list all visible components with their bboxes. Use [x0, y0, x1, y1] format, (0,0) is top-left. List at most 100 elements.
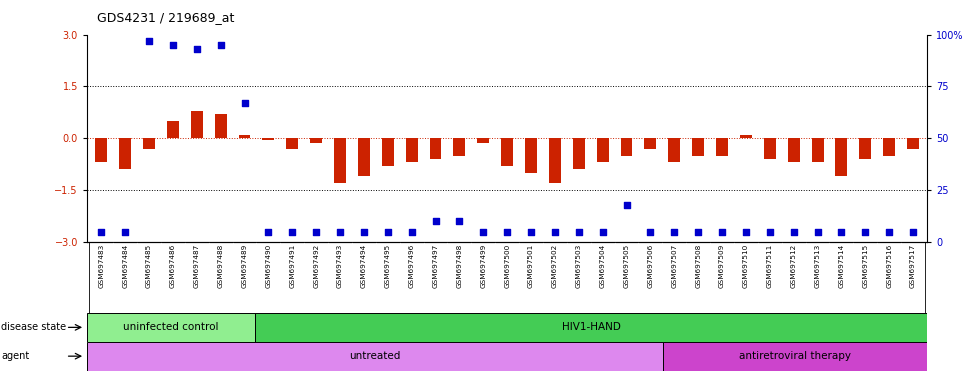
Text: HIV1-HAND: HIV1-HAND: [562, 322, 620, 333]
Text: GSM697499: GSM697499: [480, 244, 486, 288]
Text: GSM697486: GSM697486: [170, 244, 176, 288]
Bar: [787, 138, 800, 162]
Bar: [811, 138, 823, 162]
Text: GSM697485: GSM697485: [146, 244, 152, 288]
Bar: [453, 138, 466, 156]
Point: [524, 228, 539, 235]
Bar: [549, 138, 561, 183]
Point: [642, 228, 658, 235]
Text: GSM697513: GSM697513: [814, 244, 820, 288]
Point: [714, 228, 729, 235]
Point: [261, 228, 276, 235]
Text: GSM697508: GSM697508: [696, 244, 701, 288]
Point: [189, 46, 205, 52]
Text: uninfected control: uninfected control: [124, 322, 218, 333]
Text: GSM697509: GSM697509: [719, 244, 725, 288]
Text: GSM697503: GSM697503: [576, 244, 582, 288]
Point: [881, 228, 896, 235]
Bar: [664, 342, 927, 371]
Point: [141, 38, 156, 44]
Text: GSM697512: GSM697512: [790, 244, 797, 288]
Point: [834, 228, 849, 235]
Point: [475, 228, 491, 235]
Bar: [477, 138, 489, 144]
Bar: [883, 138, 895, 156]
Point: [547, 228, 562, 235]
Point: [332, 228, 348, 235]
Bar: [167, 121, 179, 138]
Text: GSM697505: GSM697505: [623, 244, 630, 288]
Text: GSM697500: GSM697500: [504, 244, 510, 288]
Bar: [693, 138, 704, 156]
Bar: [143, 138, 155, 149]
Text: GSM697516: GSM697516: [886, 244, 893, 288]
Bar: [286, 138, 298, 149]
Bar: [382, 138, 394, 166]
Bar: [644, 138, 656, 149]
Bar: [358, 138, 370, 176]
Text: untreated: untreated: [350, 351, 401, 361]
Bar: [263, 138, 274, 140]
Text: GSM697492: GSM697492: [313, 244, 319, 288]
Text: GSM697494: GSM697494: [361, 244, 367, 288]
Text: GSM697507: GSM697507: [671, 244, 677, 288]
Text: GSM697497: GSM697497: [433, 244, 439, 288]
Point: [738, 228, 753, 235]
Text: GSM697487: GSM697487: [194, 244, 200, 288]
Text: GSM697510: GSM697510: [743, 244, 749, 288]
Text: antiretroviral therapy: antiretroviral therapy: [739, 351, 851, 361]
Bar: [334, 138, 346, 183]
Point: [595, 228, 611, 235]
Text: GSM697491: GSM697491: [289, 244, 296, 288]
Bar: [501, 138, 513, 166]
Text: disease state: disease state: [1, 322, 66, 333]
Bar: [119, 138, 131, 169]
Text: GSM697514: GSM697514: [838, 244, 844, 288]
Bar: [668, 138, 680, 162]
Point: [691, 228, 706, 235]
Text: GSM697483: GSM697483: [99, 244, 104, 288]
Point: [308, 228, 324, 235]
Text: GSM697490: GSM697490: [266, 244, 271, 288]
Bar: [573, 138, 584, 169]
Text: GSM697501: GSM697501: [528, 244, 534, 288]
Bar: [239, 135, 250, 138]
Bar: [907, 138, 919, 149]
Point: [667, 228, 682, 235]
Point: [571, 228, 586, 235]
Point: [285, 228, 300, 235]
Text: GSM697506: GSM697506: [647, 244, 653, 288]
Point: [356, 228, 372, 235]
Bar: [764, 138, 776, 159]
Bar: [96, 138, 107, 162]
Text: GDS4231 / 219689_at: GDS4231 / 219689_at: [97, 12, 234, 25]
Bar: [191, 111, 203, 138]
Bar: [526, 138, 537, 173]
Point: [762, 228, 778, 235]
Point: [905, 228, 921, 235]
Point: [237, 100, 252, 106]
Text: GSM697511: GSM697511: [767, 244, 773, 288]
Text: GSM697502: GSM697502: [552, 244, 558, 288]
Point: [118, 228, 133, 235]
Bar: [597, 138, 609, 162]
Text: GSM697504: GSM697504: [600, 244, 606, 288]
Point: [619, 202, 635, 208]
Bar: [740, 135, 752, 138]
Point: [94, 228, 109, 235]
Point: [428, 218, 443, 224]
Bar: [87, 342, 664, 371]
Bar: [214, 114, 227, 138]
Point: [786, 228, 802, 235]
Point: [165, 42, 181, 48]
Text: GSM697488: GSM697488: [217, 244, 224, 288]
Text: GSM697489: GSM697489: [242, 244, 247, 288]
Text: agent: agent: [1, 351, 29, 361]
Point: [213, 42, 228, 48]
Bar: [430, 138, 441, 159]
Bar: [716, 138, 728, 156]
Point: [404, 228, 419, 235]
Bar: [836, 138, 847, 176]
Point: [499, 228, 515, 235]
Bar: [860, 138, 871, 159]
